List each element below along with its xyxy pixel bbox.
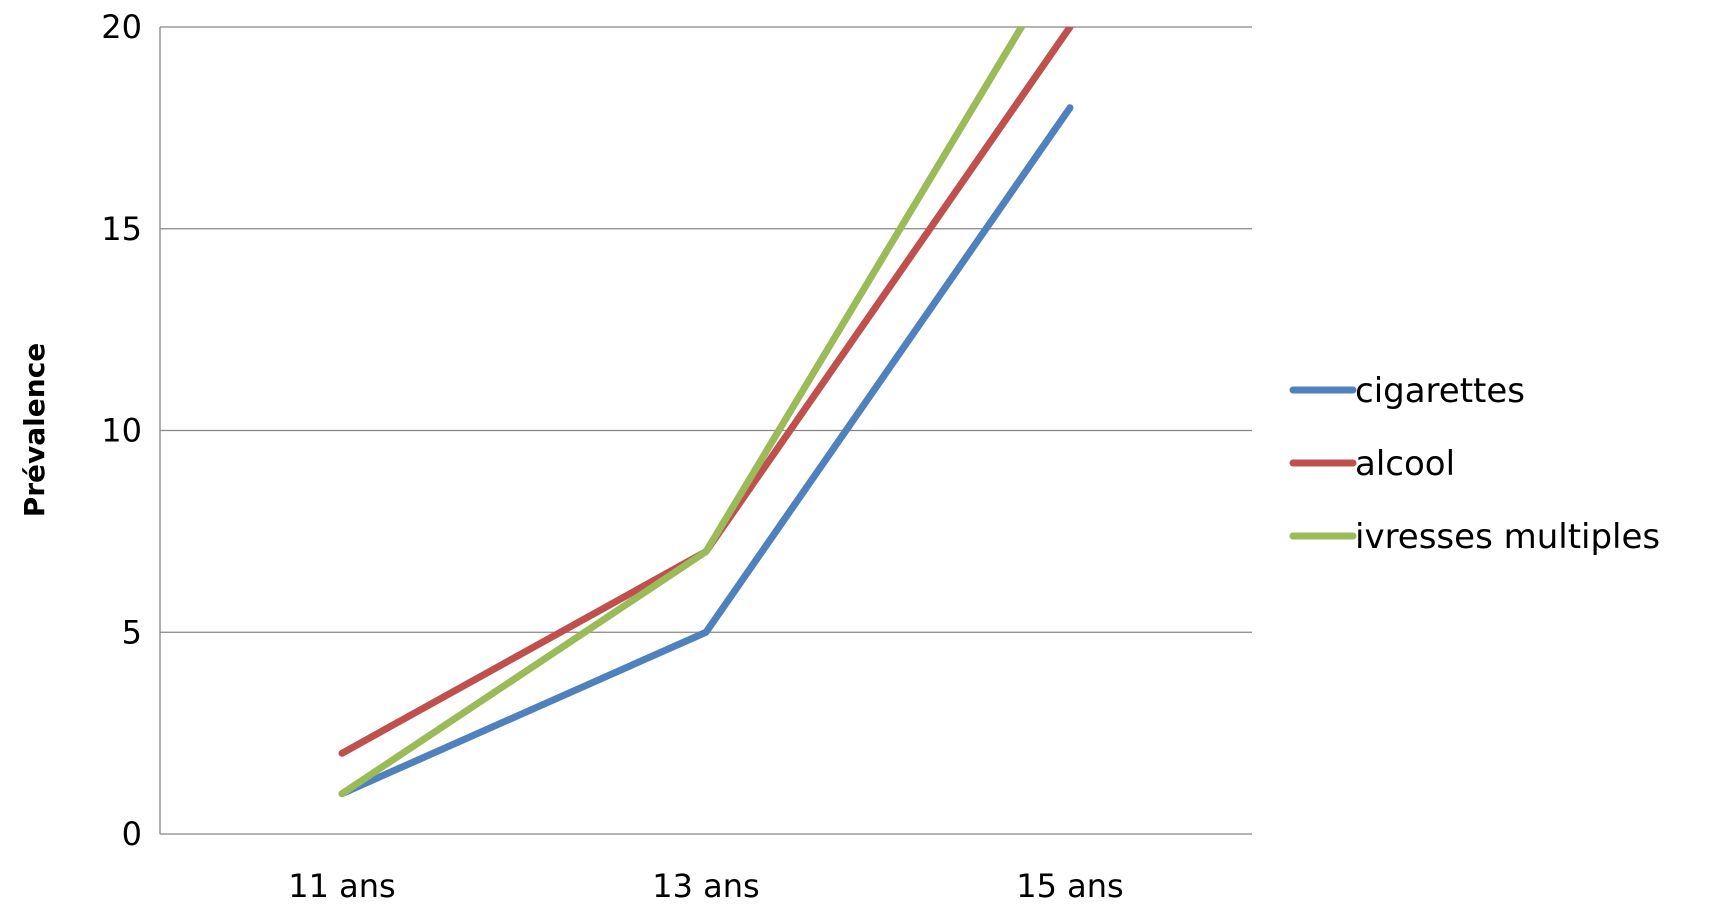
x-tick-label: 11 ans — [288, 867, 395, 905]
y-tick-label: 5 — [122, 613, 142, 651]
x-tick-label: 15 ans — [1016, 867, 1123, 905]
series-line-alcool — [338, 27, 1074, 757]
axes — [159, 27, 1252, 835]
gridlines — [160, 26, 1252, 633]
legend-label: alcool — [1355, 444, 1455, 484]
y-tick-label: 10 — [101, 412, 142, 450]
y-tick-label: 20 — [101, 8, 142, 46]
series-lines — [338, 27, 1074, 798]
tick-labels: 0 5 10 15 20 11 ans 13 ans 15 ans — [101, 8, 1123, 905]
legend-label: cigarettes — [1355, 371, 1525, 411]
legend: cigarettes alcool ivresses multiples — [1289, 371, 1660, 557]
y-tick-label: 15 — [101, 210, 142, 248]
series-line-cigarettes — [338, 104, 1074, 798]
legend-label: ivresses multiples — [1355, 517, 1660, 557]
y-tick-label: 0 — [122, 815, 142, 853]
series-line-ivresses-multiples — [338, 27, 1026, 798]
x-tick-label: 13 ans — [652, 867, 759, 905]
y-axis-title: Prévalence — [18, 343, 51, 518]
